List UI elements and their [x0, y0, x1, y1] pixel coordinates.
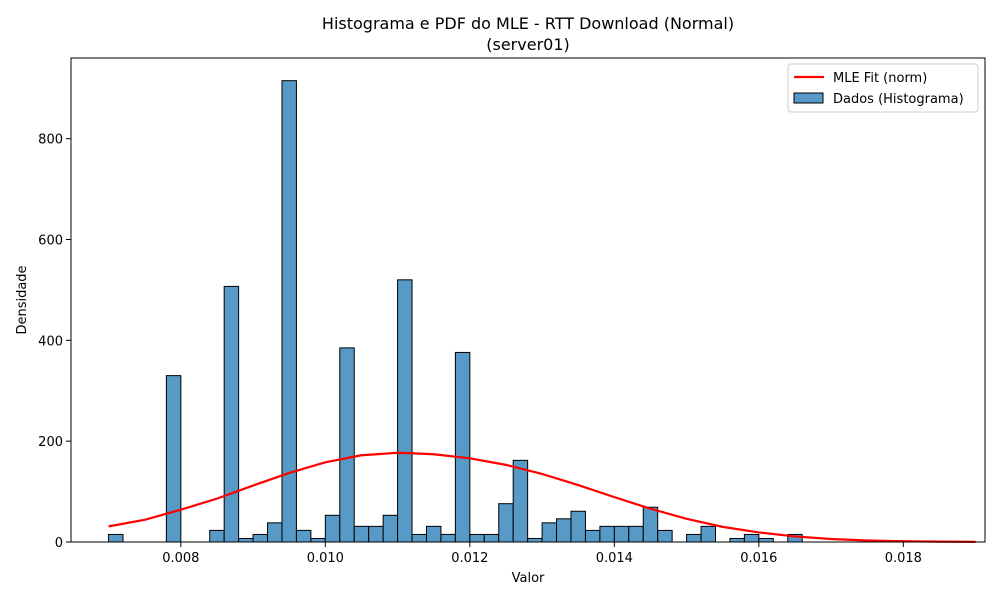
x-tick-label: 0.008 — [162, 551, 199, 566]
legend-label-histogram: Dados (Histograma) — [833, 92, 964, 107]
histogram-bar — [570, 510, 586, 543]
histogram-bar — [700, 525, 716, 543]
histogram-bar — [295, 529, 312, 543]
x-tick-label: 0.016 — [740, 551, 777, 566]
histogram-bar — [584, 529, 601, 543]
legend-label-fit: MLE Fit (norm) — [833, 71, 927, 86]
histogram-bar — [368, 525, 384, 543]
y-axis-label: Densidade — [15, 265, 30, 334]
x-tick-label: 0.014 — [596, 551, 633, 566]
histogram-bar — [440, 533, 456, 543]
histogram-bar — [339, 347, 355, 543]
histogram-bar — [628, 525, 644, 543]
histogram-bar — [252, 533, 269, 543]
histogram-bar — [310, 537, 326, 543]
histogram-bar — [397, 279, 413, 543]
histogram-bar — [657, 529, 673, 543]
histogram-bar — [729, 537, 745, 543]
histogram-bar — [411, 533, 427, 543]
histogram-bar — [108, 533, 124, 543]
histogram-bar — [758, 537, 774, 543]
histogram-bar — [743, 533, 760, 543]
y-tick-label: 800 — [38, 133, 63, 148]
plot-frame — [70, 57, 986, 543]
x-tick-label: 0.012 — [451, 551, 488, 566]
histogram-bar — [223, 285, 240, 543]
legend-bar-swatch — [793, 92, 824, 104]
x-tick-label: 0.018 — [885, 551, 922, 566]
histogram-bar — [469, 533, 485, 543]
histogram-bar — [556, 518, 572, 543]
histogram-bar — [353, 525, 370, 543]
histogram-bar — [454, 351, 471, 543]
histogram-bar — [498, 503, 514, 543]
histogram-bar — [165, 375, 182, 543]
mle-fit-line — [108, 451, 976, 543]
histogram-bar — [686, 533, 702, 543]
histogram-bar — [527, 537, 543, 543]
histogram-bar — [425, 525, 442, 543]
x-axis-label: Valor — [512, 571, 545, 586]
legend: MLE Fit (norm) Dados (Histograma) — [787, 63, 979, 113]
x-axis-ticks: 0.008 0.010 0.012 0.014 0.016 0.018 — [162, 542, 922, 566]
y-tick-label: 400 — [38, 334, 63, 349]
histogram-bar — [324, 514, 341, 543]
y-tick-label: 0 — [55, 536, 63, 551]
histogram-bar — [483, 533, 500, 543]
histogram-bars — [108, 80, 803, 543]
y-axis-ticks: 0 200 400 600 800 — [38, 133, 71, 551]
histogram-bar — [382, 514, 399, 543]
legend-box — [787, 63, 979, 113]
histogram-bar — [613, 525, 630, 543]
chart-subtitle: (server01) — [486, 35, 570, 54]
histogram-bar — [267, 522, 283, 543]
histogram-bar — [238, 537, 254, 543]
histogram-bar — [512, 459, 529, 543]
y-tick-label: 200 — [38, 435, 63, 450]
chart-title: Histograma e PDF do MLE - RTT Download (… — [322, 14, 734, 33]
histogram-bar — [209, 529, 225, 543]
histogram-bar — [642, 506, 659, 543]
y-tick-label: 600 — [38, 234, 63, 249]
histogram-bar — [599, 525, 615, 543]
x-tick-label: 0.010 — [307, 551, 344, 566]
histogram-bar — [541, 522, 558, 543]
